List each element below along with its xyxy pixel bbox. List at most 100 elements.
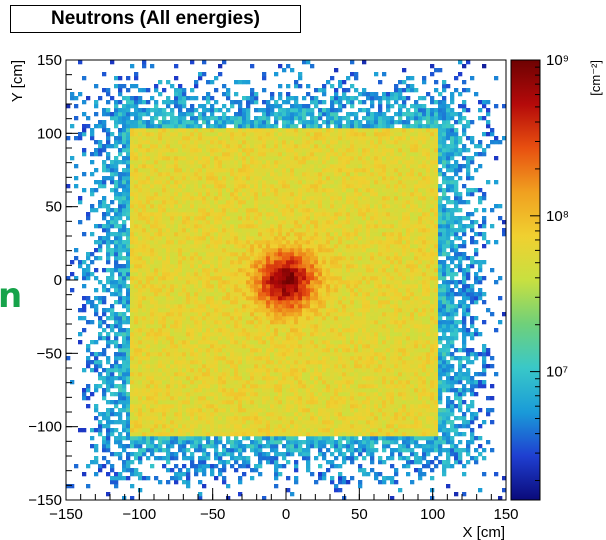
heatmap-cell bbox=[290, 220, 295, 225]
heatmap-cell bbox=[282, 100, 287, 105]
heatmap-cell bbox=[146, 284, 151, 289]
heatmap-cell bbox=[294, 96, 299, 101]
heatmap-cell bbox=[190, 296, 195, 301]
heatmap-cell bbox=[242, 220, 247, 225]
heatmap-cell bbox=[262, 220, 267, 225]
heatmap-cell bbox=[142, 296, 147, 301]
heatmap-cell bbox=[182, 300, 187, 305]
heatmap-cell bbox=[110, 180, 115, 185]
heatmap-cell bbox=[238, 320, 243, 325]
heatmap-cell bbox=[186, 236, 191, 241]
heatmap-cell bbox=[74, 96, 79, 101]
heatmap-cell bbox=[130, 348, 135, 353]
heatmap-cell bbox=[182, 156, 187, 161]
heatmap-cell bbox=[150, 444, 155, 449]
heatmap-cell bbox=[158, 180, 163, 185]
heatmap-cell bbox=[246, 296, 251, 301]
heatmap-cell bbox=[150, 268, 155, 273]
heatmap-cell bbox=[106, 356, 111, 361]
heatmap-cell bbox=[134, 452, 139, 457]
heatmap-cell bbox=[290, 388, 295, 393]
heatmap-cell bbox=[286, 260, 291, 265]
heatmap-cell bbox=[186, 252, 191, 257]
heatmap-cell bbox=[198, 392, 203, 397]
heatmap-cell bbox=[178, 248, 183, 253]
heatmap-cell bbox=[134, 164, 139, 169]
heatmap-cell bbox=[290, 232, 295, 237]
heatmap-cell bbox=[142, 380, 147, 385]
heatmap-cell bbox=[238, 432, 243, 437]
heatmap-cell bbox=[298, 384, 303, 389]
heatmap-cell bbox=[138, 108, 143, 113]
heatmap-cell bbox=[126, 408, 131, 413]
heatmap-cell bbox=[246, 204, 251, 209]
heatmap-cell bbox=[262, 420, 267, 425]
heatmap-cell bbox=[238, 120, 243, 125]
heatmap-cell bbox=[130, 368, 135, 373]
heatmap-cell bbox=[310, 296, 315, 301]
heatmap-cell bbox=[78, 132, 83, 137]
heatmap-cell bbox=[226, 252, 231, 257]
heatmap-cell bbox=[106, 248, 111, 253]
heatmap-cell bbox=[294, 280, 299, 285]
heatmap-cell bbox=[230, 140, 235, 145]
heatmap-cell bbox=[186, 144, 191, 149]
heatmap-cell bbox=[310, 148, 315, 153]
heatmap-cell bbox=[222, 220, 227, 225]
heatmap-cell bbox=[138, 352, 143, 357]
heatmap-cell bbox=[218, 456, 223, 461]
heatmap-cell bbox=[190, 120, 195, 125]
heatmap-cell bbox=[234, 436, 239, 441]
heatmap-cell bbox=[290, 240, 295, 245]
heatmap-cell bbox=[110, 468, 115, 473]
heatmap-cell bbox=[154, 276, 159, 281]
heatmap-cell bbox=[126, 444, 131, 449]
heatmap-cell bbox=[126, 104, 131, 109]
heatmap-cell bbox=[142, 232, 147, 237]
heatmap-cell bbox=[178, 96, 183, 101]
heatmap-cell bbox=[246, 272, 251, 277]
heatmap-cell bbox=[294, 244, 299, 249]
heatmap-cell bbox=[258, 268, 263, 273]
heatmap-cell bbox=[138, 384, 143, 389]
heatmap-cell bbox=[202, 400, 207, 405]
heatmap-cell bbox=[154, 444, 159, 449]
heatmap-cell bbox=[234, 256, 239, 261]
heatmap-cell bbox=[218, 416, 223, 421]
heatmap-cell bbox=[194, 148, 199, 153]
heatmap-cell bbox=[218, 420, 223, 425]
heatmap-cell bbox=[198, 196, 203, 201]
heatmap-cell bbox=[134, 468, 139, 473]
heatmap-cell bbox=[218, 120, 223, 125]
heatmap-cell bbox=[154, 264, 159, 269]
heatmap-cell bbox=[242, 324, 247, 329]
heatmap-cell bbox=[158, 332, 163, 337]
heatmap-cell bbox=[194, 384, 199, 389]
heatmap-cell bbox=[222, 476, 227, 481]
heatmap-cell bbox=[106, 316, 111, 321]
heatmap-cell bbox=[246, 380, 251, 385]
heatmap-cell bbox=[178, 292, 183, 297]
heatmap-cell bbox=[230, 428, 235, 433]
heatmap-cell bbox=[182, 260, 187, 265]
heatmap-cell bbox=[122, 408, 127, 413]
heatmap-cell bbox=[282, 432, 287, 437]
heatmap-cell bbox=[126, 140, 131, 145]
heatmap-cell bbox=[298, 232, 303, 237]
heatmap-cell bbox=[306, 108, 311, 113]
heatmap-cell bbox=[270, 288, 275, 293]
heatmap-cell bbox=[210, 276, 215, 281]
heatmap-cell bbox=[254, 372, 259, 377]
heatmap-cell bbox=[206, 464, 211, 469]
heatmap-cell bbox=[114, 196, 119, 201]
heatmap-cell bbox=[306, 328, 311, 333]
heatmap-cell bbox=[218, 192, 223, 197]
heatmap-cell bbox=[262, 148, 267, 153]
heatmap-cell bbox=[214, 352, 219, 357]
heatmap-cell bbox=[278, 284, 283, 289]
heatmap-cell bbox=[302, 324, 307, 329]
heatmap-cell bbox=[118, 128, 123, 133]
heatmap-cell bbox=[254, 240, 259, 245]
heatmap-cell bbox=[226, 452, 231, 457]
heatmap-cell bbox=[94, 456, 99, 461]
